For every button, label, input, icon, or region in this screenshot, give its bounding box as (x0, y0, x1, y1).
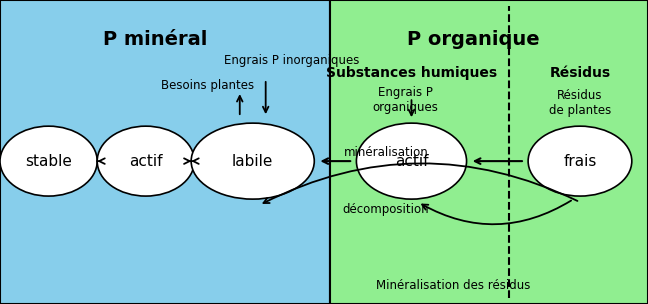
Text: stable: stable (25, 154, 72, 169)
Ellipse shape (356, 123, 467, 199)
Text: Résidus: Résidus (550, 66, 610, 80)
Bar (0, 0, 330, 304)
Text: minéralisation: minéralisation (343, 146, 428, 158)
Text: Minéralisation des résidus: Minéralisation des résidus (376, 279, 531, 292)
Text: actif: actif (395, 154, 428, 169)
Text: Substances humiques: Substances humiques (326, 66, 497, 80)
Bar (330, 0, 648, 304)
Text: Engrais P inorganiques: Engrais P inorganiques (224, 54, 359, 67)
Ellipse shape (97, 126, 194, 196)
Text: Engrais P
organiques: Engrais P organiques (372, 86, 438, 114)
Text: actif: actif (129, 154, 163, 169)
Ellipse shape (0, 126, 97, 196)
Text: frais: frais (563, 154, 597, 169)
Text: Résidus
de plantes: Résidus de plantes (549, 89, 611, 117)
Text: P organique: P organique (407, 30, 539, 49)
Text: Besoins plantes: Besoins plantes (161, 79, 254, 92)
Text: P minéral: P minéral (103, 30, 208, 49)
Ellipse shape (191, 123, 314, 199)
Text: décomposition: décomposition (342, 203, 429, 216)
Text: labile: labile (232, 154, 273, 169)
Ellipse shape (528, 126, 632, 196)
